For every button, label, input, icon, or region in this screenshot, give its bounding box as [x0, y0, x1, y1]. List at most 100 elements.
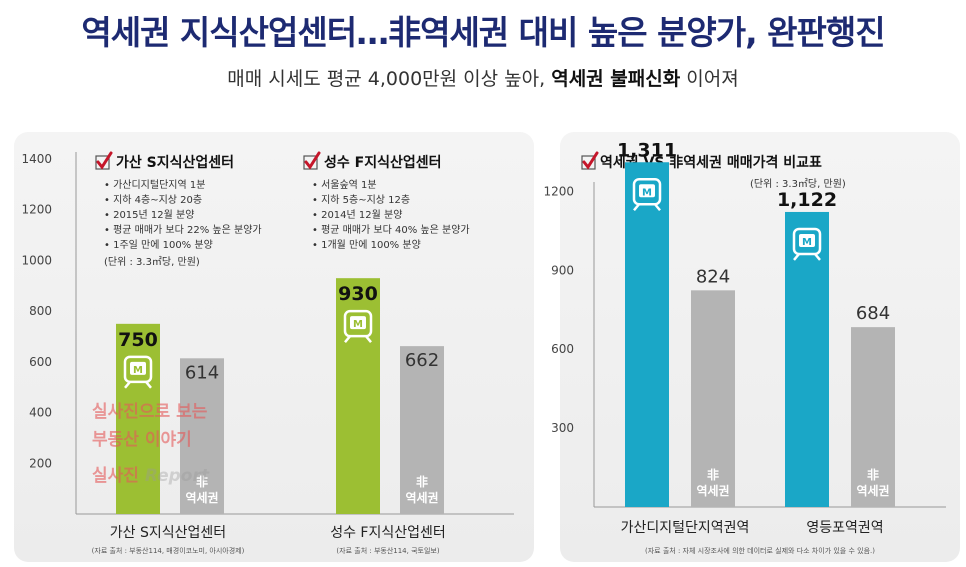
subway-train-icon: M: [343, 309, 373, 343]
left-y-tick-200: 200: [29, 456, 52, 470]
left-info-line-1-3: • 평균 매매가 보다 40% 높은 분양가: [312, 224, 470, 236]
left-y-tick-600: 600: [29, 355, 52, 369]
right-value-label-nonstation-0: 824: [696, 266, 730, 287]
train-body: [123, 355, 153, 384]
left-info-check-1: [303, 151, 321, 170]
left-bar-station-1: [336, 278, 380, 514]
right-nonstation-label-1: 역세권: [856, 483, 889, 498]
right-category-label-0: 가산디지털단지역권역: [621, 520, 750, 536]
watermark-line-1: 실사진으로 보는: [92, 402, 208, 422]
right-chart-panel: 300 600 900 1200 역세권 VS 非역세권 매매가격 비교표 (단위 : 3…: [543, 132, 960, 562]
left-info-line-0-3: • 평균 매매가 보다 22% 높은 분양가: [104, 224, 262, 236]
left-info-title-1: 성수 F지식산업센터: [324, 154, 441, 171]
right-bar-nonstation-0: [691, 290, 735, 507]
right-y-tick-600: 600: [551, 342, 574, 356]
left-info-line-0-1: • 지하 4층~지상 20층: [104, 193, 202, 206]
watermark-line-2: 부동산 이야기: [92, 430, 192, 450]
subway-train-icon: M: [632, 178, 662, 212]
train-body: [792, 227, 822, 256]
train-body: [632, 178, 662, 206]
train-leg-left: [344, 335, 351, 343]
right-source: (자료 출처 : 자체 시장조사에 의한 데이터로 실제와 다소 차이가 있을 …: [645, 546, 875, 555]
page-title: 역세권 지식산업센터…非역세권 대비 높은 분양가, 완판행진: [81, 13, 885, 52]
train-leg-left: [633, 203, 640, 212]
right-y-tick-900: 900: [551, 263, 574, 277]
subway-train-icon: M: [123, 355, 153, 389]
left-info-line-1-4: • 1개월 만에 100% 분양: [312, 239, 421, 251]
left-source-1: (자료 출처 : 부동산114, 국토일보): [336, 546, 439, 555]
left-y-tick-800: 800: [29, 304, 52, 318]
left-nonstation-mark-0: 非: [196, 474, 208, 489]
checkbox-frame: [581, 155, 596, 170]
left-category-label-1: 성수 F지식산업센터: [330, 525, 446, 541]
left-nonstation-label-0: 역세권: [185, 490, 218, 505]
left-info-line-0-2: • 2015년 12월 분양: [104, 209, 194, 221]
subtitle-text-2: 이어져: [680, 68, 739, 90]
watermark-line-3a: 실사진: [92, 466, 139, 486]
checkbox-frame: [95, 155, 110, 170]
left-value-label-station-1: 930: [338, 283, 378, 305]
right-title-check: [581, 151, 599, 170]
left-y-tick-1200: 1200: [21, 203, 52, 217]
train-window: [350, 316, 366, 330]
page-subtitle: 매매 시세도 평균 4,000만원 이상 높아, 역세권 불패신화 이어져: [0, 64, 966, 91]
subtitle-text-1: 매매 시세도 평균 4,000만원 이상 높아,: [227, 68, 552, 90]
left-bar-nonstation-0: [180, 358, 224, 514]
left-source-0: (자료 출처 : 부동산114, 매경이코노미, 아시아경제): [92, 546, 245, 555]
train-letter: M: [133, 365, 143, 376]
train-leg-right: [814, 253, 821, 261]
right-bar-nonstation-1: [851, 327, 895, 507]
left-info-line-1-1: • 지하 5층~지상 12층: [312, 193, 410, 206]
left-y-tick-1000: 1000: [21, 253, 52, 267]
right-nonstation-mark-0: 非: [707, 467, 719, 482]
train-leg-right: [654, 203, 661, 212]
right-bar-station-0: [625, 162, 669, 507]
right-y-tick-300: 300: [551, 421, 574, 435]
left-bar-nonstation-1: [400, 346, 444, 514]
train-leg-left: [124, 381, 131, 389]
train-window: [639, 184, 655, 198]
train-letter: M: [642, 187, 652, 198]
train-window: [799, 233, 815, 247]
train-leg-right: [145, 381, 152, 389]
right-value-label-nonstation-1: 684: [856, 303, 890, 324]
left-info-line-0-4: • 1주일 만에 100% 분양: [104, 239, 213, 251]
right-nonstation-label-0: 역세권: [696, 483, 729, 498]
subway-train-icon: M: [792, 227, 822, 261]
subtitle-bold: 역세권 불패신화: [551, 68, 681, 90]
left-nonstation-mark-1: 非: [416, 474, 428, 489]
checkmark-icon: [582, 151, 599, 170]
left-y-tick-1400: 1400: [21, 152, 52, 166]
train-letter: M: [353, 319, 363, 330]
left-y-tick-400: 400: [29, 406, 52, 420]
train-letter: M: [802, 237, 812, 248]
left-info-line-0-0: • 가산디지털단지역 1분: [104, 179, 205, 191]
right-bar-station-1: [785, 211, 829, 507]
train-body: [343, 309, 373, 338]
left-info-unit-0: (단위 : 3.3㎡당, 만원): [104, 255, 200, 268]
left-chart-panel: 200 400 600 800 1000 1200 1400 750 M 614 非 역세권 가산 S지…: [14, 132, 534, 562]
right-value-label-station-1: 1,122: [777, 189, 837, 211]
left-info-check-0: [95, 151, 113, 170]
train-window: [130, 361, 146, 375]
right-value-label-station-0: 1,311: [617, 139, 677, 161]
left-info-line-1-2: • 2014년 12월 분양: [312, 209, 402, 221]
left-value-label-nonstation-1: 662: [405, 350, 439, 371]
checkmark-icon: [96, 151, 113, 170]
left-nonstation-label-1: 역세권: [405, 490, 438, 505]
watermark-line-3b: Report: [139, 466, 210, 486]
right-y-tick-1200: 1200: [543, 184, 574, 198]
watermark-line-3: 실사진 Report: [92, 466, 210, 486]
train-leg-right: [365, 335, 372, 343]
checkmark-icon: [304, 151, 321, 170]
left-value-label-station-0: 750: [118, 329, 158, 351]
left-value-label-nonstation-0: 614: [185, 362, 219, 383]
right-nonstation-mark-1: 非: [867, 467, 879, 482]
left-bar-station-0: [116, 323, 160, 514]
right-chart-unit: (단위 : 3.3㎡당, 만원): [750, 177, 846, 190]
right-category-label-1: 영등포역권역: [806, 520, 883, 536]
left-category-label-0: 가산 S지식산업센터: [110, 525, 226, 541]
left-info-line-1-0: • 서울숲역 1분: [312, 179, 377, 191]
